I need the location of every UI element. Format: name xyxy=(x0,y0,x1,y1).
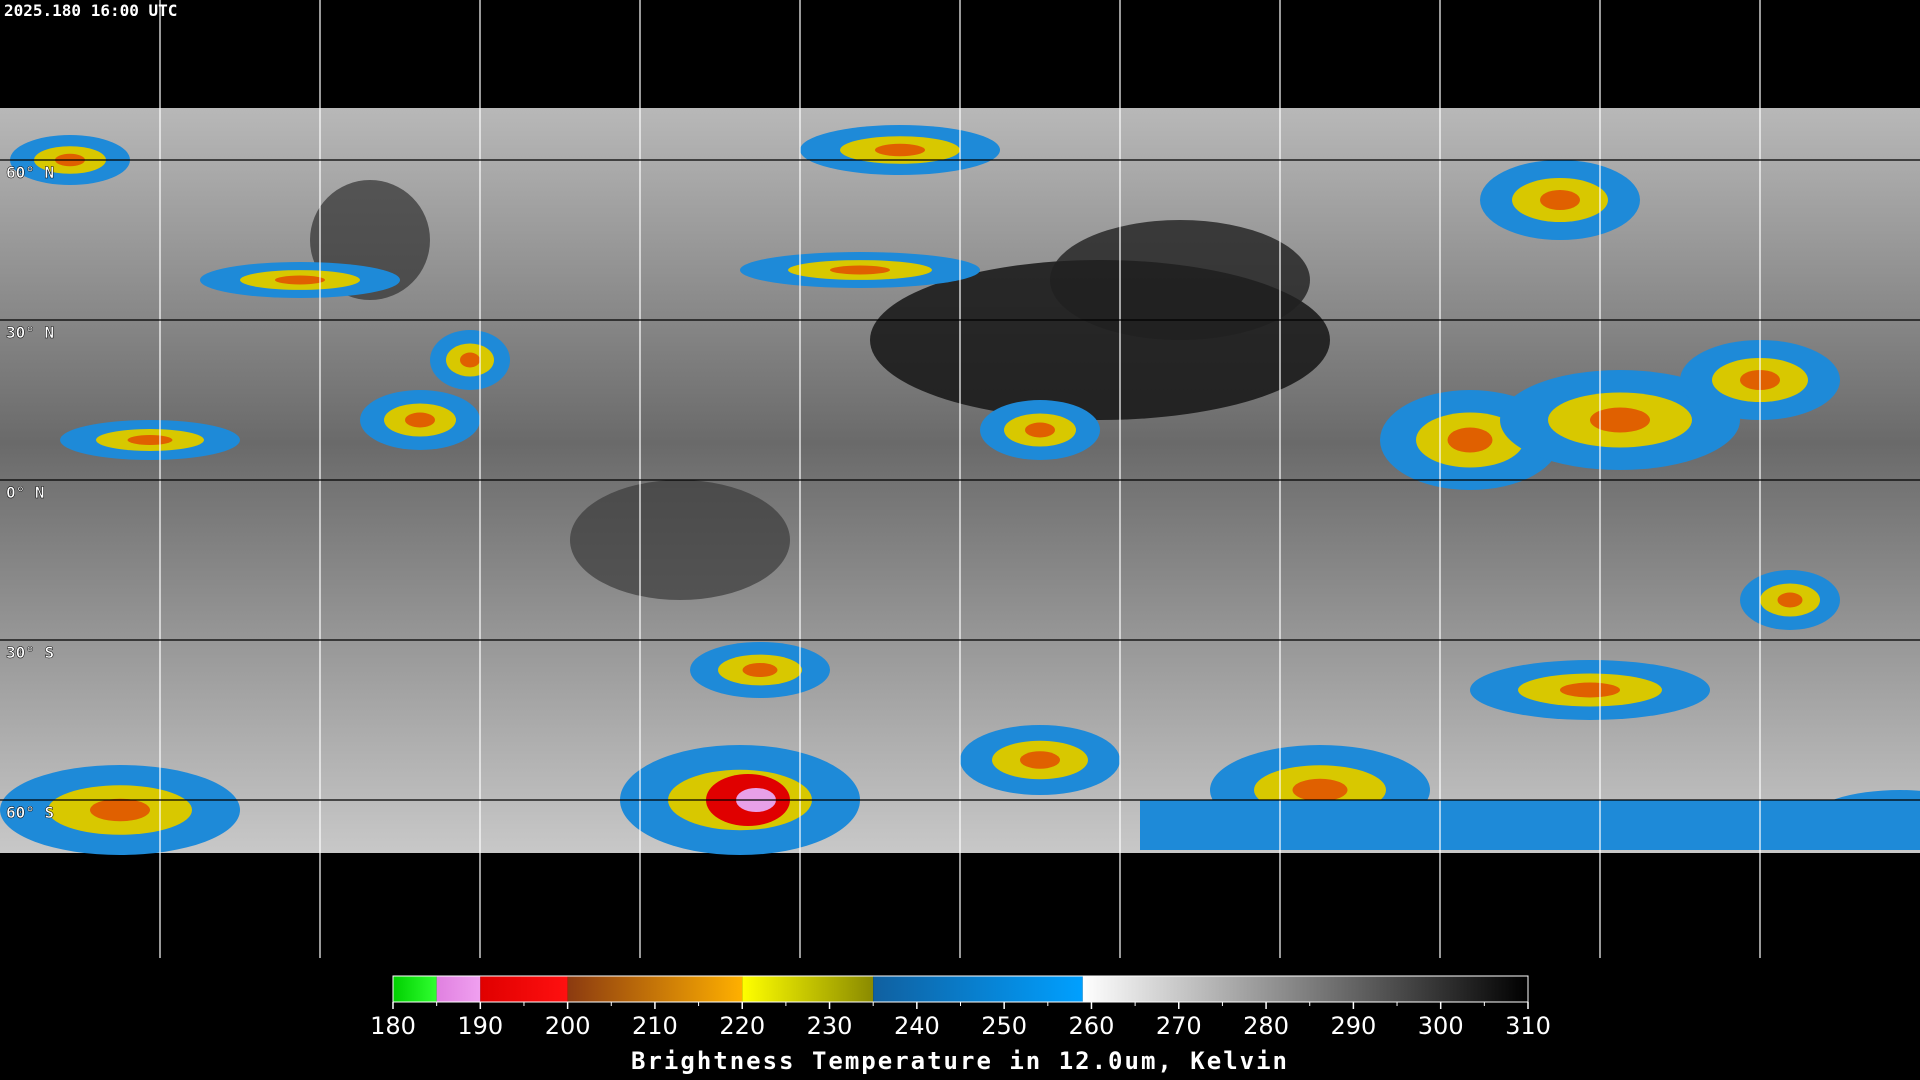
colorbar-tick-label: 220 xyxy=(719,1012,765,1040)
cloud-coldest xyxy=(1540,190,1580,210)
colorbar-tick-label: 260 xyxy=(1069,1012,1115,1040)
cloud-coldest xyxy=(90,798,150,822)
colorbar: 180 190 200 210 220 230 240 250 260 270 280 290 300 3… xyxy=(0,958,1920,1080)
cloud-coldest xyxy=(127,435,173,445)
lat-label: 60° S xyxy=(6,803,54,822)
cloud-coldest xyxy=(1560,682,1620,698)
cloud-coldest xyxy=(1020,751,1060,769)
colorbar-tick-label: 240 xyxy=(894,1012,940,1040)
cloud-coldest xyxy=(1025,422,1055,438)
lat-label: 60° N xyxy=(6,163,54,182)
colorbar-segment xyxy=(1082,976,1528,1002)
lat-label: 0° N xyxy=(6,483,45,502)
colorbar-tick-label: 300 xyxy=(1418,1012,1464,1040)
cloud-coldest xyxy=(1590,407,1650,433)
dry-region xyxy=(570,480,790,600)
lat-label: 30° S xyxy=(6,643,54,662)
colorbar-tick-label: 280 xyxy=(1243,1012,1289,1040)
latitude-labels: 60° N 30° N 0° N 30° S 60° S xyxy=(6,163,55,823)
cloud-coldest xyxy=(1292,778,1348,802)
cloud-coldest xyxy=(460,352,480,368)
colorbar-segment xyxy=(567,976,743,1002)
cloud-coldest xyxy=(1447,427,1493,453)
colorbar-segment xyxy=(436,976,481,1002)
cloud-coldest xyxy=(875,143,925,157)
colorbar-segment xyxy=(480,976,568,1002)
ice-band xyxy=(1140,800,1920,850)
colorbar-tick-label: 180 xyxy=(370,1012,416,1040)
colorbar-segment xyxy=(393,976,437,1002)
colorbar-tick-label: 190 xyxy=(457,1012,503,1040)
colorbar-tick-label: 230 xyxy=(807,1012,853,1040)
colorbar-tick-label: 310 xyxy=(1505,1012,1551,1040)
cloud-coldest xyxy=(405,412,435,428)
colorbar-tick-label: 270 xyxy=(1156,1012,1202,1040)
colorbar-tick-label: 200 xyxy=(545,1012,591,1040)
colorbar-segment xyxy=(873,976,1083,1002)
cloud-coldest xyxy=(1777,592,1803,608)
dry-region xyxy=(1050,220,1310,340)
map-grid xyxy=(159,0,1761,958)
colorbar-tick-label: 290 xyxy=(1330,1012,1376,1040)
colorbar-title: Brightness Temperature in 12.0um, Kelvin xyxy=(631,1047,1289,1075)
colorbar-segment xyxy=(742,976,874,1002)
cloud-coldest xyxy=(830,265,890,275)
colorbar-tick-label: 210 xyxy=(632,1012,678,1040)
colorbar-tick-label: 250 xyxy=(981,1012,1027,1040)
cloud-coldest xyxy=(275,275,325,285)
timestamp: 2025.180 16:00 UTC xyxy=(4,1,177,20)
cloud-coldest xyxy=(742,663,778,677)
lat-label: 30° N xyxy=(6,323,54,342)
